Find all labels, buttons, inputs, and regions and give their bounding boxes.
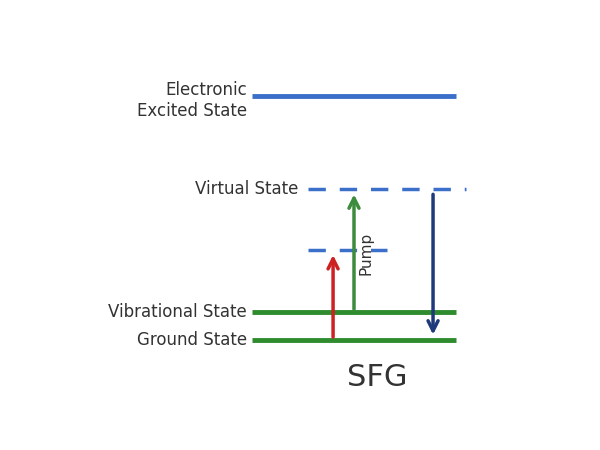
- Text: SFG: SFG: [347, 364, 407, 392]
- Text: Pump: Pump: [358, 232, 373, 275]
- Text: Ground State: Ground State: [137, 331, 247, 349]
- Text: Electronic
Excited State: Electronic Excited State: [137, 81, 247, 120]
- Text: Vibrational State: Vibrational State: [109, 303, 247, 321]
- Text: Virtual State: Virtual State: [195, 180, 298, 198]
